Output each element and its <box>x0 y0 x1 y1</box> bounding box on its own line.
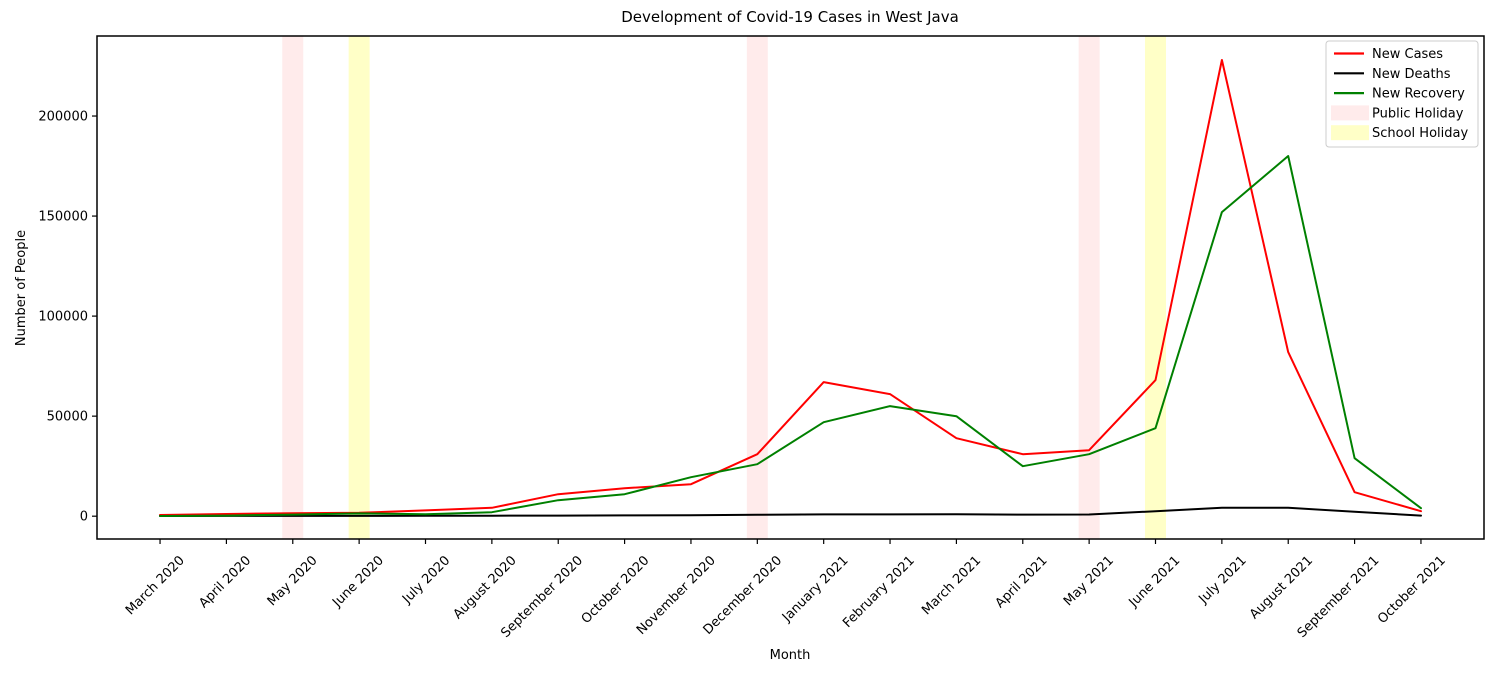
x-tick-label: January 2021 <box>779 553 851 625</box>
public-holiday-band <box>746 36 768 539</box>
school-holiday-band <box>1145 36 1166 539</box>
x-tick-label: May 2020 <box>265 553 321 609</box>
y-tick-label: 200000 <box>38 110 88 125</box>
x-tick-label: March 2020 <box>123 553 188 618</box>
x-tick-label: October 2020 <box>579 553 653 627</box>
data-series <box>159 59 1422 517</box>
x-tick-label: February 2021 <box>840 553 918 631</box>
x-tick-label: July 2021 <box>1196 553 1250 607</box>
x-tick-label: June 2020 <box>329 553 387 611</box>
chart-title: Development of Covid-19 Cases in West Ja… <box>621 8 959 26</box>
y-axis-label: Number of People <box>14 230 29 346</box>
legend-item-school-holiday: School Holiday <box>1331 125 1468 141</box>
legend-label: New Recovery <box>1372 87 1465 102</box>
line-new-recovery <box>159 155 1422 517</box>
legend-label: New Cases <box>1372 47 1443 62</box>
x-tick-label: April 2020 <box>196 553 254 611</box>
x-tick-label: June 2021 <box>1126 553 1184 611</box>
x-tick-label: July 2020 <box>399 553 453 607</box>
x-tick-label: August 2020 <box>451 553 520 622</box>
legend-label: School Holiday <box>1372 126 1468 141</box>
x-axis-label: Month <box>770 648 811 663</box>
y-tick-label: 100000 <box>38 310 88 325</box>
legend-item-public-holiday: Public Holiday <box>1331 105 1464 121</box>
y-tick-label: 0 <box>80 510 88 525</box>
axes: March 2020 April 2020 May 2020 June 2020 Jul… <box>38 110 1448 641</box>
school-holiday-band <box>348 36 370 539</box>
x-tick-label: April 2021 <box>993 553 1051 611</box>
legend-label: Public Holiday <box>1372 106 1464 121</box>
x-tick-label: May 2021 <box>1061 553 1117 609</box>
plot-area-border <box>96 35 1485 540</box>
legend-label: New Deaths <box>1372 67 1451 82</box>
legend: New Cases New Deaths New Recovery Public Ho… <box>1325 40 1479 148</box>
public-holiday-band <box>282 36 304 539</box>
holiday-bands <box>282 36 1166 539</box>
line-new-deaths <box>159 506 1422 517</box>
y-tick-label: 150000 <box>38 210 88 225</box>
line-new-cases <box>159 59 1422 516</box>
legend-item-new-recovery: New Recovery <box>1334 87 1465 102</box>
legend-item-new-cases: New Cases <box>1334 47 1443 62</box>
x-tick-label: March 2021 <box>919 553 984 618</box>
x-tick-label: August 2021 <box>1247 553 1316 622</box>
x-tick-label: October 2021 <box>1375 553 1449 627</box>
y-tick-label: 50000 <box>47 410 88 425</box>
legend-item-new-deaths: New Deaths <box>1334 67 1451 82</box>
public-holiday-band <box>1078 36 1100 539</box>
